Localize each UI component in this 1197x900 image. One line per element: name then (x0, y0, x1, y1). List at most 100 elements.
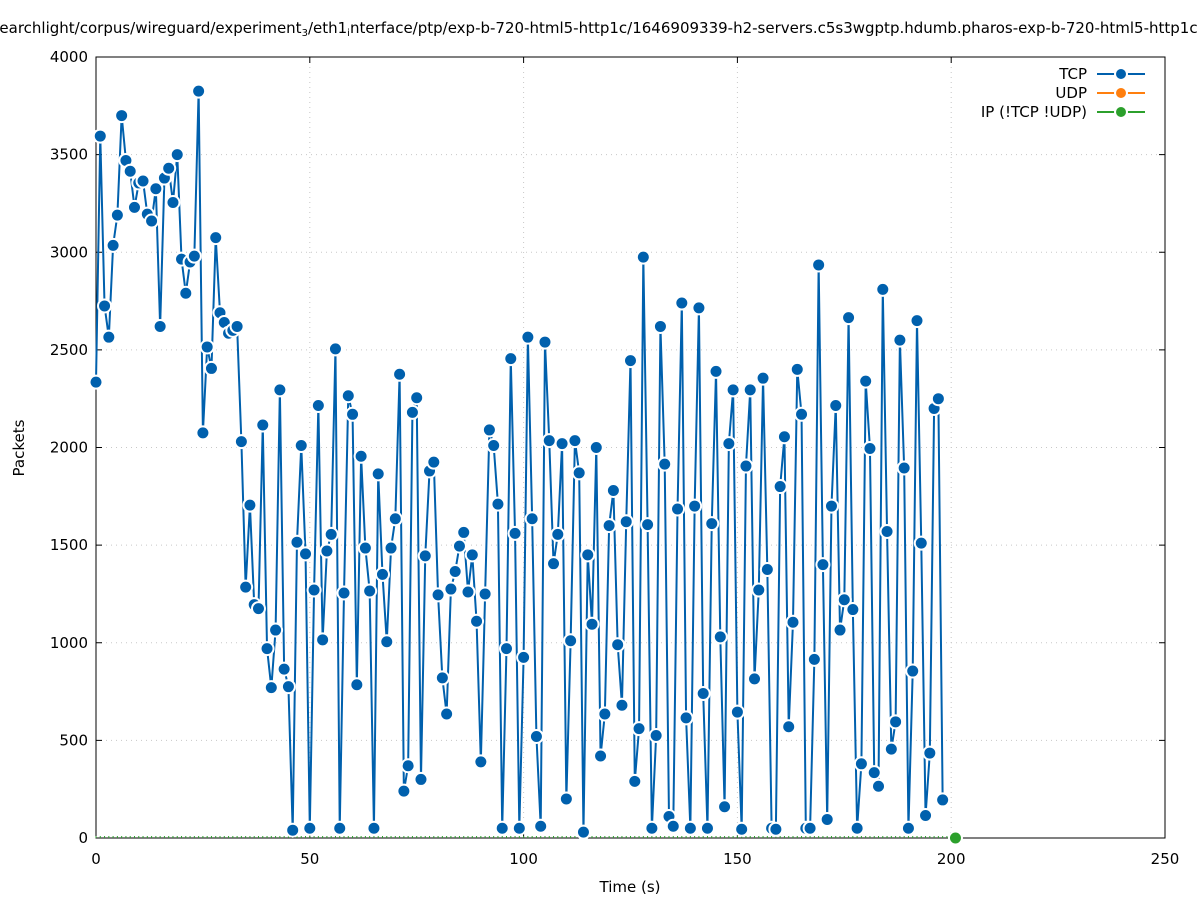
data-point (742, 382, 758, 398)
plot-area (88, 83, 963, 846)
data-point (161, 160, 177, 176)
data-point (315, 632, 331, 648)
data-point (199, 339, 215, 355)
data-point (900, 820, 916, 836)
data-point (738, 458, 754, 474)
y-tick-label: 2500 (50, 341, 88, 359)
data-point (439, 706, 455, 722)
data-point (806, 651, 822, 667)
data-point (88, 374, 104, 390)
data-point (623, 353, 638, 369)
data-point (469, 613, 485, 629)
legend-marker (1114, 105, 1128, 119)
y-tick-label: 500 (59, 731, 88, 749)
data-point (233, 434, 249, 450)
grid (96, 57, 1165, 838)
data-point (751, 582, 767, 598)
data-point (597, 706, 613, 722)
data-point (841, 310, 857, 326)
data-point (340, 388, 356, 404)
data-point (776, 429, 792, 445)
title-subscript: i (347, 28, 350, 39)
axes: 0 500 1000 1500 2000 2500 3000 3500 4000 0 50 100 15… (50, 48, 1180, 868)
data-point (370, 466, 386, 482)
data-point (114, 108, 130, 124)
data-point (789, 361, 805, 377)
data-point (447, 563, 463, 579)
data-point (92, 128, 108, 144)
data-point (109, 207, 125, 223)
data-point (759, 562, 775, 578)
legend-label: UDP (1055, 84, 1087, 102)
data-point (618, 514, 634, 530)
data-point (327, 341, 343, 357)
x-tick-label: 250 (1151, 850, 1180, 868)
data-point (614, 697, 630, 713)
y-tick-label: 4000 (50, 48, 88, 66)
data-point (498, 641, 514, 657)
data-point (524, 511, 540, 527)
data-point (819, 811, 835, 827)
data-point (208, 230, 224, 246)
data-point (678, 710, 694, 726)
series-line-tcp (95, 90, 944, 834)
data-point (755, 370, 771, 386)
data-point (349, 677, 365, 693)
data-point (516, 649, 532, 665)
data-point (717, 799, 733, 815)
data-point (832, 622, 848, 638)
data-point (640, 517, 656, 533)
data-point (451, 538, 467, 554)
data-point (849, 820, 865, 836)
data-point (456, 524, 472, 540)
data-point (345, 406, 361, 422)
data-point (280, 679, 296, 695)
data-point (785, 614, 801, 630)
data-point (657, 456, 673, 472)
title-subscript: 3 (301, 28, 308, 39)
data-point (511, 820, 527, 836)
data-point (584, 616, 600, 632)
data-point (853, 756, 869, 772)
data-point (811, 257, 827, 273)
data-point (721, 436, 737, 452)
data-point (520, 329, 536, 345)
data-point (203, 360, 219, 376)
data-point (845, 602, 861, 618)
data-point (580, 547, 596, 563)
data-point (687, 498, 703, 514)
data-point (866, 765, 882, 781)
data-point (699, 820, 715, 836)
x-tick-label: 50 (300, 850, 319, 868)
data-point (601, 518, 617, 534)
data-point (255, 417, 271, 433)
y-tick-label: 1500 (50, 536, 88, 554)
data-point (101, 329, 117, 345)
data-point (892, 332, 908, 348)
data-point (528, 728, 544, 744)
data-point (533, 818, 549, 834)
data-point (285, 822, 301, 838)
data-point (674, 295, 690, 311)
data-point (575, 824, 591, 840)
data-point (289, 534, 305, 550)
data-point (537, 334, 553, 350)
data-point (396, 783, 412, 799)
data-point (186, 248, 202, 264)
x-axis-label: Time (s) (599, 878, 661, 896)
data-point (165, 194, 181, 210)
data-point (909, 313, 925, 329)
data-point (875, 281, 891, 297)
data-point (242, 497, 258, 513)
data-point (665, 818, 681, 834)
data-point (935, 792, 951, 808)
data-point (708, 363, 724, 379)
data-point (768, 821, 784, 837)
data-point (503, 351, 519, 367)
chart-title: earchlight/corpus/wireguard/experiment3/… (0, 19, 1197, 39)
data-point (593, 748, 609, 764)
data-point (815, 557, 831, 573)
data-point (357, 540, 373, 556)
data-point (148, 181, 164, 197)
